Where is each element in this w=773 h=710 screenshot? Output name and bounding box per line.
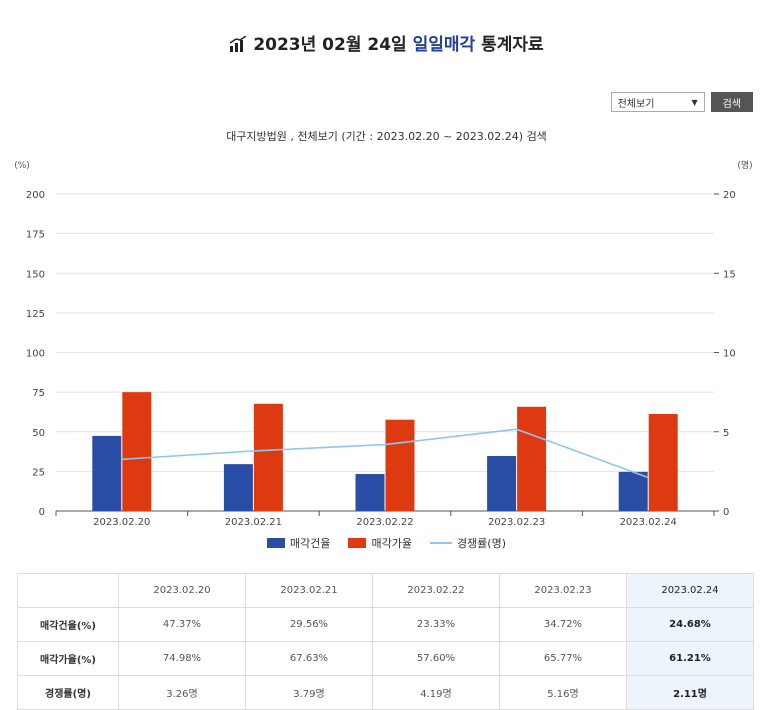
title-date: 2023년 02월 24일	[253, 35, 407, 55]
table-header-cell: 2023.02.22	[372, 573, 500, 608]
table-cell: 24.68%	[626, 607, 754, 642]
page-title: 2023년 02월 24일 일일매각 통계자료	[0, 30, 773, 57]
legend-swatch-series1	[266, 538, 285, 548]
table-row: 매각가율(%) 74.98% 67.63% 57.60% 65.77% 61.2…	[17, 641, 754, 676]
y-left-tick-label: 0	[39, 507, 45, 518]
table-cell: 4.19명	[372, 675, 500, 710]
table-cell: 67.63%	[245, 641, 373, 676]
chart-subtitle: 대구지방법원 , 전체보기 (기간 : 2023.02.20 ~ 2023.02…	[226, 130, 547, 143]
title-suffix: 통계자료	[481, 35, 544, 55]
table-cell: 47.37%	[118, 607, 246, 642]
chart-bars	[92, 392, 678, 511]
table-header-cell: 2023.02.20	[118, 573, 246, 608]
y-left-tick-label: 125	[26, 309, 45, 320]
legend-swatch-series2	[348, 538, 367, 548]
bar-series1	[355, 474, 385, 511]
stats-table: 2023.02.20 2023.02.21 2023.02.22 2023.02…	[17, 573, 754, 710]
table-cell: 74.98%	[118, 641, 246, 676]
view-select[interactable]: 전체보기 ▼	[610, 92, 705, 112]
x-tick-label: 2023.02.22	[356, 517, 413, 528]
legend-swatch-series3	[429, 542, 452, 544]
y-right-tick-label: 0	[723, 507, 729, 518]
title-highlight: 일일매각	[412, 35, 476, 55]
x-tick-label: 2023.02.20	[93, 517, 150, 528]
table-row: 매각건율(%) 47.37% 29.56% 23.33% 34.72% 24.6…	[17, 607, 754, 642]
y-right-tick-label: 5	[723, 428, 729, 439]
y-left-tick-label: 150	[26, 269, 45, 280]
table-cell: 29.56%	[245, 607, 373, 642]
legend-label-series1: 매각건율	[289, 537, 331, 550]
table-cell: 5.16명	[499, 675, 627, 710]
bar-series1	[618, 471, 648, 511]
legend-item-series1: 매각건율	[266, 535, 331, 551]
chart-grid	[55, 193, 719, 516]
table-cell: 23.33%	[372, 607, 500, 642]
table-cell: 3.26명	[118, 675, 246, 710]
bar-series2	[517, 406, 547, 511]
chart-legend: 매각건율 매각가율 경쟁률(명)	[0, 535, 773, 551]
row-label: 경쟁률(명)	[17, 675, 119, 710]
table-cell: 2.11명	[626, 675, 754, 710]
x-tick-label: 2023.02.24	[620, 517, 677, 528]
bar-series2	[253, 403, 283, 511]
filter-controls: 전체보기 ▼ 검색	[610, 92, 753, 112]
table-header-cell: 2023.02.24	[626, 573, 754, 608]
legend-item-series2: 매각가율	[348, 535, 412, 551]
table-cell: 3.79명	[245, 675, 373, 710]
y-right-unit: (명)	[737, 160, 752, 171]
table-cell: 57.60%	[372, 641, 500, 676]
row-label: 매각건율(%)	[17, 607, 119, 642]
table-header-cell: 2023.02.21	[245, 573, 373, 608]
line-series3	[121, 428, 649, 479]
bar-series1	[92, 435, 122, 511]
bar-series2	[122, 392, 152, 511]
legend-label-series2: 매각가율	[371, 537, 412, 550]
y-right-tick-label: 15	[723, 269, 736, 280]
y-left-tick-label: 100	[26, 349, 45, 360]
table-cell: 65.77%	[499, 641, 627, 676]
y-left-tick-label: 50	[32, 428, 45, 439]
y-left-unit: (%)	[14, 161, 30, 171]
combo-chart: (%) (명) 0 25 50 75 100 125 150 175 200 0 5 10 15 20 2023…	[14, 160, 752, 528]
table-header-cell	[17, 573, 119, 608]
y-left-tick-label: 25	[32, 467, 45, 478]
table-cell: 34.72%	[499, 607, 627, 642]
bar-series2	[385, 419, 415, 511]
bar-series1	[223, 464, 253, 511]
table-header-cell: 2023.02.23	[499, 573, 627, 608]
y-left-tick-label: 175	[26, 230, 45, 241]
row-label: 매각가율(%)	[17, 641, 119, 676]
bar-series1	[487, 455, 517, 511]
chart-labels: (%) (명) 0 25 50 75 100 125 150 175 200 0 5 10 15 20 2023…	[14, 160, 752, 528]
chart-line	[121, 428, 649, 479]
y-right-tick-label: 10	[723, 349, 736, 360]
table-cell: 61.21%	[626, 641, 754, 676]
x-tick-label: 2023.02.23	[488, 517, 545, 528]
y-left-tick-label: 200	[26, 190, 45, 201]
table-header-row: 2023.02.20 2023.02.21 2023.02.22 2023.02…	[17, 573, 754, 608]
chevron-down-icon: ▼	[691, 97, 698, 107]
view-select-value: 전체보기	[617, 98, 655, 110]
y-left-tick-label: 75	[32, 388, 45, 399]
legend-item-series3: 경쟁률(명)	[429, 535, 507, 551]
x-tick-label: 2023.02.21	[225, 517, 282, 528]
table-row: 경쟁률(명) 3.26명 3.79명 4.19명 5.16명 2.11명	[17, 675, 754, 710]
bar-series2	[648, 413, 678, 511]
search-button[interactable]: 검색	[710, 92, 753, 112]
y-right-tick-label: 20	[723, 190, 736, 201]
chart-icon	[229, 35, 247, 57]
legend-label-series3: 경쟁률(명)	[456, 537, 507, 550]
